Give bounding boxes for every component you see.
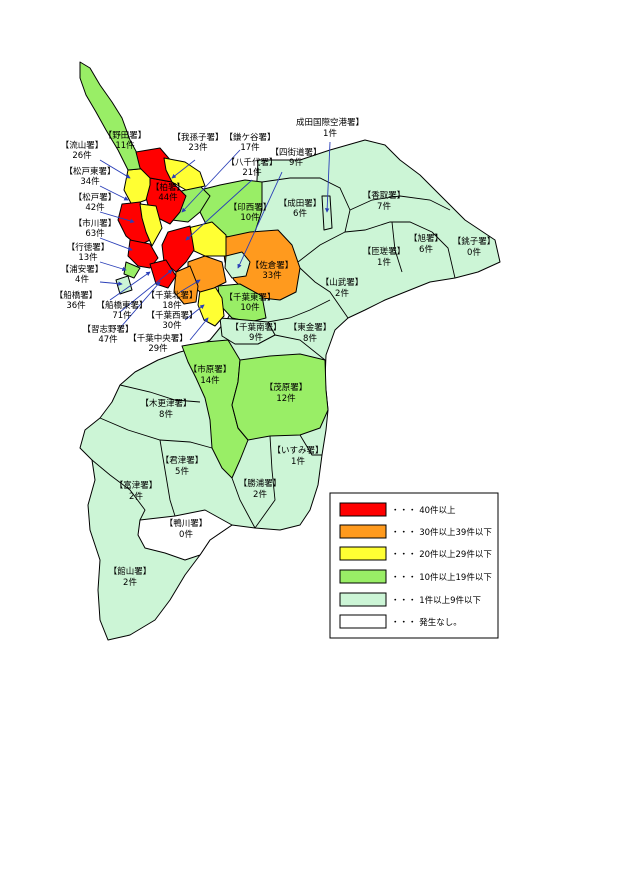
label-futtsu: 【富津署】 2件 — [115, 480, 158, 502]
label-urayasu: 【浦安署】 4件 — [61, 264, 104, 285]
region-kamogawa — [137, 509, 233, 561]
label-ichihara: 【市原署】 14件 — [189, 364, 232, 386]
label-chibakita: 【千葉北署】 18件 — [146, 290, 197, 311]
legend-swatch — [339, 569, 387, 584]
legend-swatch — [339, 614, 387, 629]
label-chibanishi: 【千葉西署】 30件 — [146, 310, 197, 331]
label-chibahigashi: 【千葉東署】 10件 — [224, 292, 275, 313]
legend-swatch — [339, 592, 387, 607]
legend-item: ・・・ 10件以上19件以下 — [339, 569, 492, 584]
label-sakura: 【佐倉署】 33件 — [251, 260, 294, 281]
legend: ・・・ 40件以上 ・・・ 30件以上39件以下 ・・・ 20件以上29件以下 … — [329, 492, 499, 639]
region-chibaminami — [219, 317, 276, 345]
legend-item: ・・・ 1件以上9件以下 — [339, 592, 482, 607]
legend-item: ・・・ 20件以上29件以下 — [339, 546, 492, 561]
region-yotsukaido — [224, 251, 251, 279]
label-kisarazu: 【木更津署】 8件 — [140, 398, 191, 420]
region-inzai — [199, 179, 263, 239]
region-narita-airport — [321, 195, 333, 231]
label-noda: 【野田署】 11件 — [104, 131, 147, 151]
label-funabashihigashi: 【船橋東署】 71件 — [96, 300, 147, 321]
legend-frame — [329, 492, 499, 639]
district-labels: 【野田署】 11件 【流山署】 26件 【我孫子署】 23件 【鎌ケ谷署】 17件 成田… — [55, 117, 496, 588]
regions — [79, 61, 501, 641]
region-ichihara — [181, 339, 249, 479]
label-isumi: 【いすみ署】 1件 — [272, 446, 323, 467]
label-chibaminami: 【千葉南署】 9件 — [230, 322, 281, 343]
label-chibachuo: 【千葉中央署】 29件 — [128, 333, 188, 354]
legend-label: ・・・ 40件以上 — [391, 505, 456, 516]
label-choshi: 【銚子署】 0件 — [453, 236, 496, 258]
region-funabashihigashi — [173, 265, 199, 305]
legend-label: ・・・ 30件以上39件以下 — [391, 527, 492, 538]
label-kimitsu: 【君津署】 5件 — [161, 455, 204, 477]
label-yotsukaido: 【四街道署】 9件 — [270, 147, 321, 168]
label-matsudohigashi: 【松戸東署】 34件 — [64, 166, 115, 187]
legend-item: ・・・ 30件以上39件以下 — [339, 524, 492, 539]
label-asahi: 【旭署】 6件 — [409, 233, 443, 255]
label-nagareyama: 【流山署】 26件 — [61, 140, 104, 161]
label-narashino: 【習志野署】 47件 — [82, 324, 133, 345]
region-mobara — [231, 353, 329, 441]
legend-swatch — [339, 546, 387, 561]
legend-label: ・・・ 発生なし。 — [391, 617, 462, 628]
label-narita: 【成田署】 6件 — [279, 198, 322, 219]
legend-item: ・・・ 発生なし。 — [339, 614, 462, 629]
legend-swatch — [339, 524, 387, 539]
region-narashino — [149, 259, 177, 289]
region-matsudo — [139, 203, 163, 247]
region-ichikawa — [127, 239, 159, 269]
label-sosa: 【匝瑳署】 1件 — [363, 246, 406, 268]
legend-swatch — [339, 502, 387, 517]
leader-arrows — [99, 141, 331, 341]
label-inzai: 【印西署】 10件 — [229, 202, 272, 223]
label-funabashi: 【船橋署】 36件 — [55, 290, 98, 311]
legend-label: ・・・ 10件以上19件以下 — [391, 572, 492, 583]
label-kamogawa: 【鴨川署】 0件 — [165, 518, 208, 540]
label-kamagaya: 【鎌ケ谷署】 17件 — [224, 132, 275, 153]
label-yachiyo: 【八千代署】 21件 — [226, 157, 277, 178]
label-narita-airport: 成田国際空港署】 1件 — [296, 117, 364, 139]
label-kashiwa: 【柏署】 44件 — [151, 182, 185, 203]
label-abiko: 【我孫子署】 23件 — [172, 132, 223, 153]
region-abiko-upper — [163, 157, 206, 191]
label-togane: 【東金署】 8件 — [289, 322, 332, 344]
label-ichikawa: 【市川署】 63件 — [74, 218, 117, 239]
legend-item: ・・・ 40件以上 — [339, 502, 456, 517]
legend-label: ・・・ 20件以上29件以下 — [391, 549, 492, 560]
legend-label: ・・・ 1件以上9件以下 — [391, 595, 482, 606]
label-gyotoku: 【行徳署】 13件 — [67, 242, 110, 263]
label-katori: 【香取署】 7件 — [363, 190, 406, 212]
region-urayasu — [115, 275, 133, 295]
label-katsuura: 【勝浦署】 2件 — [239, 478, 282, 500]
label-mobara: 【茂原署】 12件 — [265, 382, 308, 404]
label-sammu: 【山武署】 2件 — [321, 277, 364, 299]
label-matsudo: 【松戸署】 42件 — [74, 192, 117, 213]
label-tateyama: 【館山署】 2件 — [109, 566, 152, 588]
